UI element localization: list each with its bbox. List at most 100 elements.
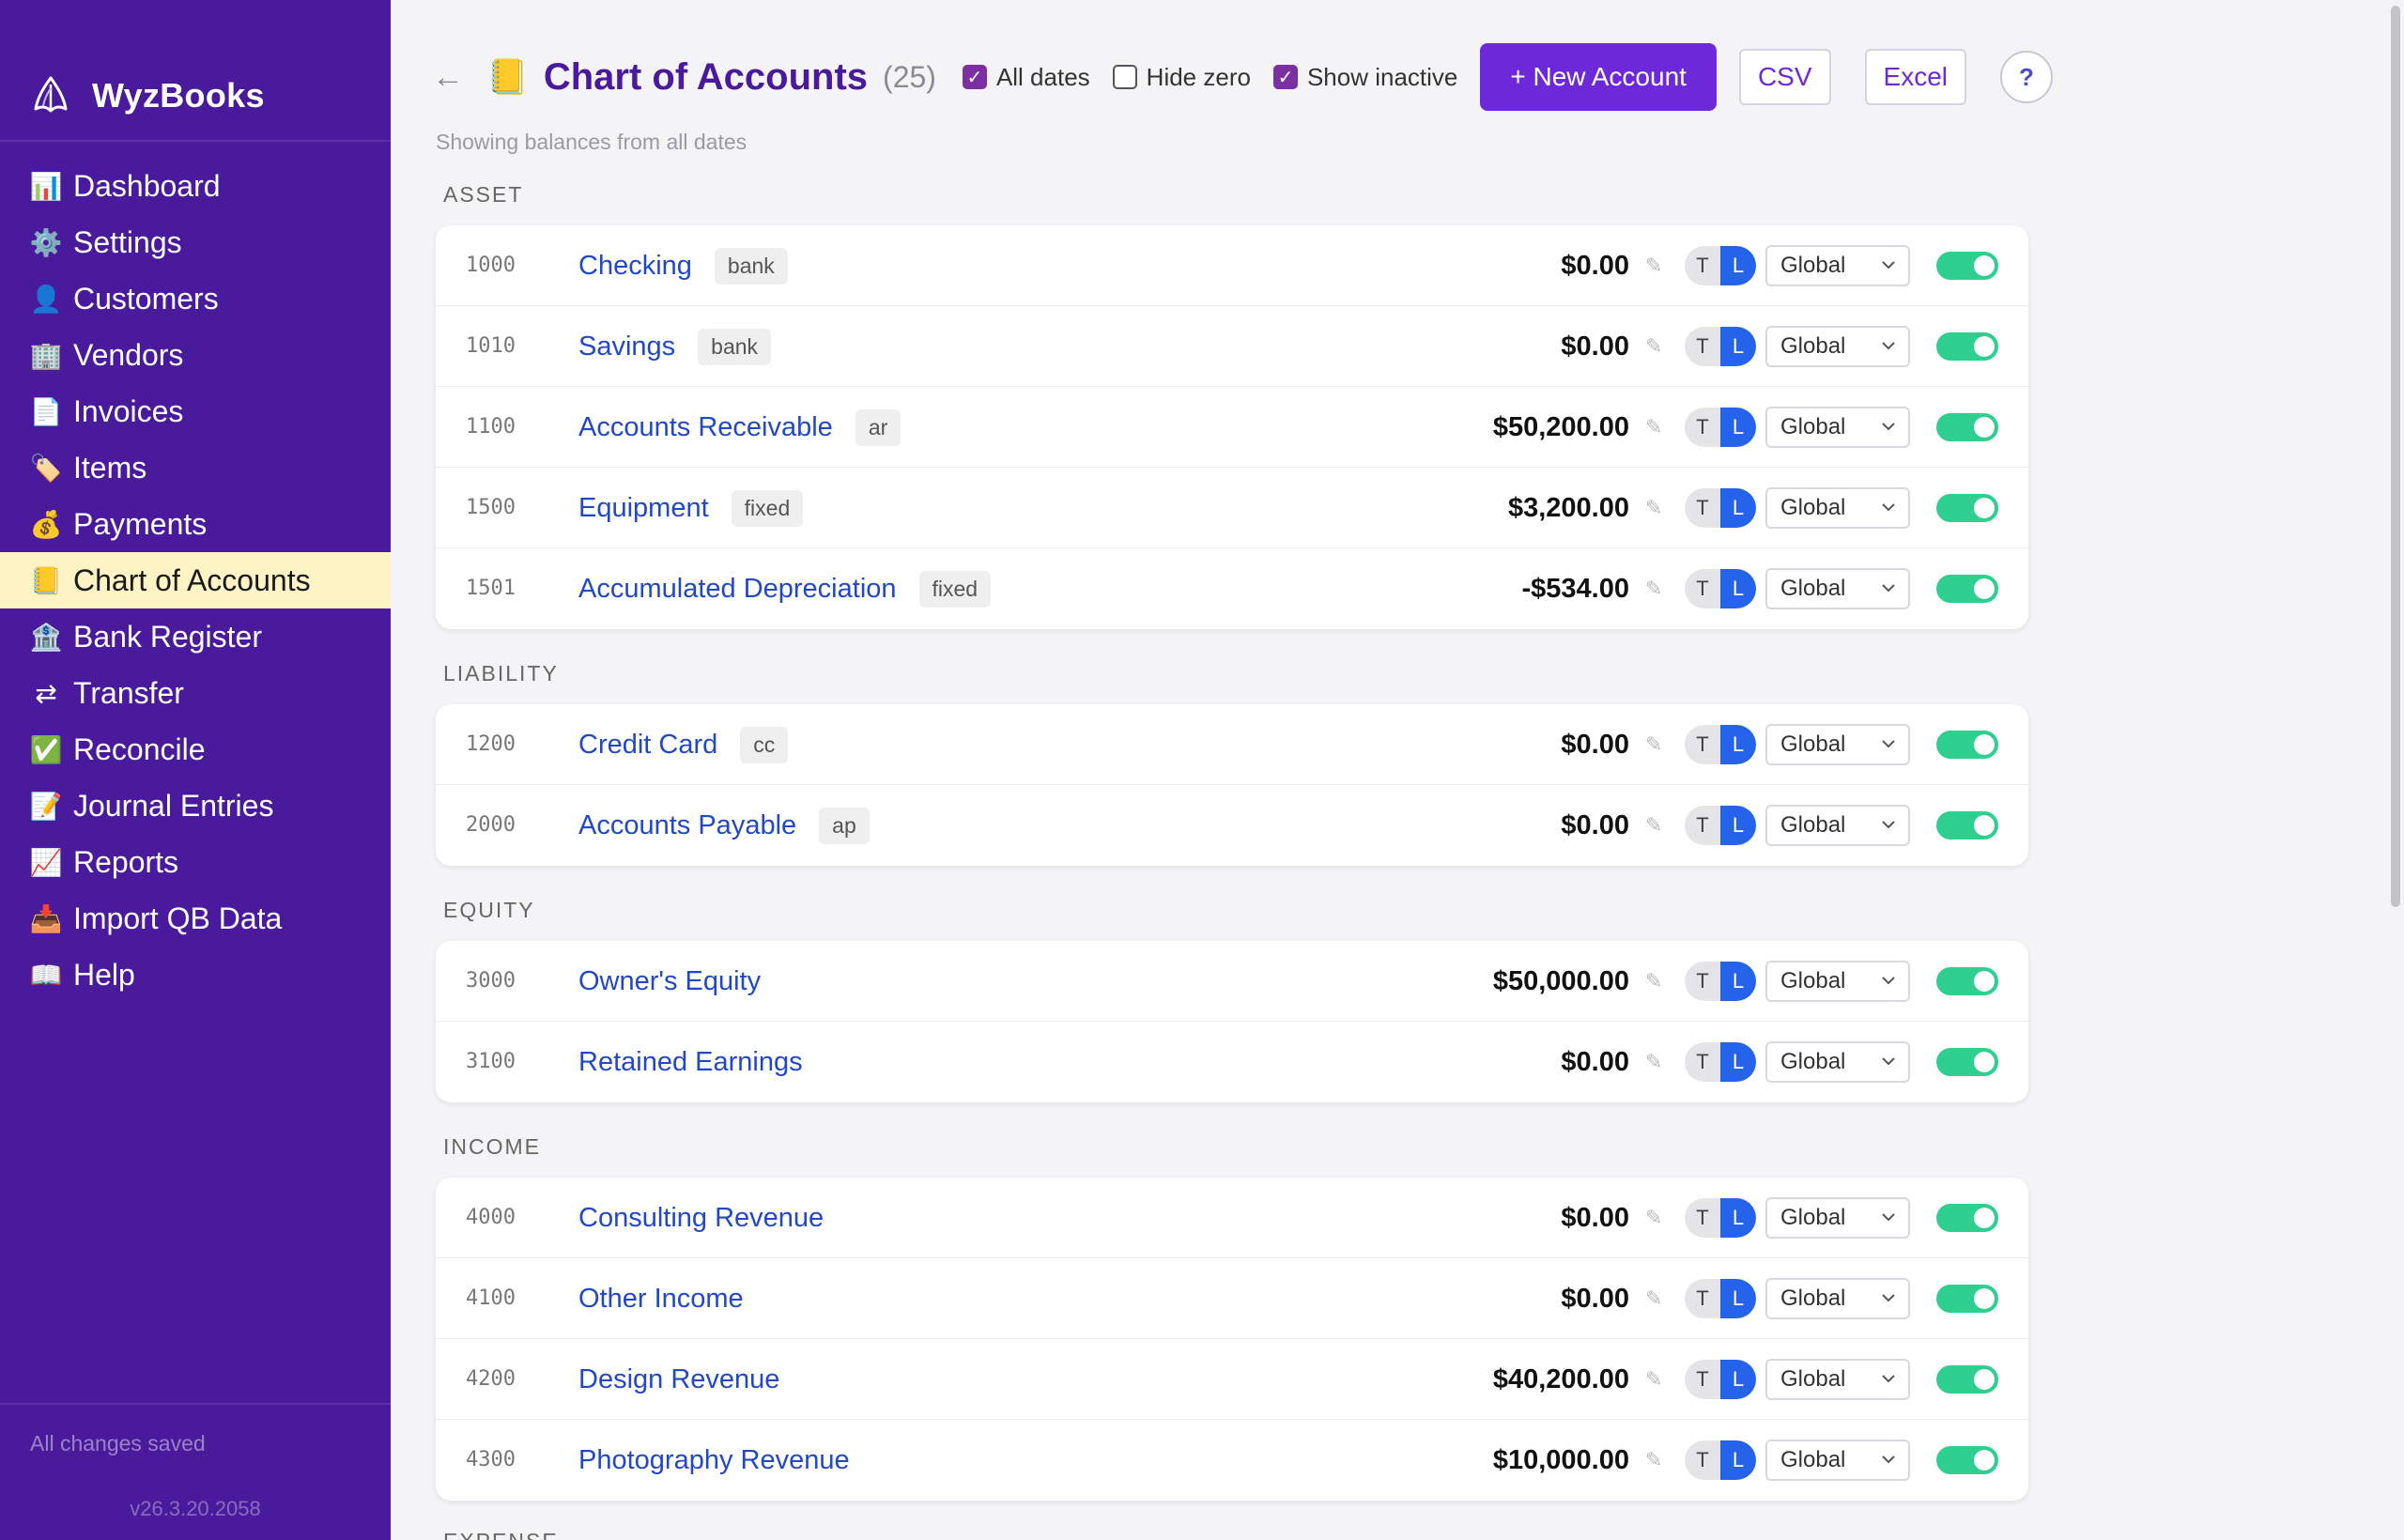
- sidebar-item-vendors[interactable]: 🏢 Vendors: [0, 327, 391, 383]
- sidebar-item-settings[interactable]: ⚙️ Settings: [0, 214, 391, 270]
- scope-select[interactable]: Global: [1765, 1278, 1910, 1319]
- csv-export-button[interactable]: CSV: [1738, 49, 1831, 105]
- t-button[interactable]: T: [1685, 488, 1720, 528]
- account-name-link[interactable]: Other Income: [578, 1283, 744, 1314]
- account-name-link[interactable]: Equipment: [578, 492, 709, 523]
- l-button[interactable]: L: [1720, 569, 1756, 608]
- account-name-link[interactable]: Consulting Revenue: [578, 1202, 824, 1233]
- sidebar-item-items[interactable]: 🏷️ Items: [0, 439, 391, 496]
- l-button[interactable]: L: [1720, 246, 1756, 285]
- scope-select[interactable]: Global: [1765, 961, 1910, 1002]
- back-arrow-icon[interactable]: ←: [432, 58, 464, 95]
- l-button[interactable]: L: [1720, 1042, 1756, 1082]
- account-name-link[interactable]: Accounts Receivable: [578, 411, 833, 442]
- scrollbar-thumb[interactable]: [2391, 6, 2400, 907]
- edit-pencil-icon[interactable]: ✎: [1645, 1367, 1663, 1391]
- sidebar-item-reports[interactable]: 📈 Reports: [0, 834, 391, 890]
- scope-select[interactable]: Global: [1765, 1197, 1910, 1239]
- t-button[interactable]: T: [1685, 962, 1720, 1001]
- t-button[interactable]: T: [1685, 246, 1720, 285]
- scope-select[interactable]: Global: [1765, 805, 1910, 846]
- edit-pencil-icon[interactable]: ✎: [1645, 334, 1663, 358]
- excel-export-button[interactable]: Excel: [1864, 49, 1966, 105]
- active-toggle[interactable]: [1936, 1204, 1998, 1232]
- edit-pencil-icon[interactable]: ✎: [1645, 1448, 1663, 1471]
- active-toggle[interactable]: [1936, 1446, 1998, 1474]
- hide-zero-checkbox-box[interactable]: [1112, 65, 1137, 89]
- active-toggle[interactable]: [1936, 494, 1998, 522]
- all-dates-checkbox[interactable]: ✓ All dates: [962, 63, 1090, 92]
- all-dates-checkbox-box[interactable]: ✓: [962, 65, 987, 89]
- edit-pencil-icon[interactable]: ✎: [1645, 813, 1663, 837]
- account-name-link[interactable]: Photography Revenue: [578, 1444, 850, 1475]
- t-button[interactable]: T: [1685, 569, 1720, 608]
- account-name-link[interactable]: Accounts Payable: [578, 809, 797, 840]
- l-button[interactable]: L: [1720, 1440, 1756, 1480]
- t-button[interactable]: T: [1685, 1279, 1720, 1318]
- scope-select[interactable]: Global: [1765, 326, 1910, 367]
- l-button[interactable]: L: [1720, 327, 1756, 366]
- edit-pencil-icon[interactable]: ✎: [1645, 1050, 1663, 1073]
- account-name-link[interactable]: Design Revenue: [578, 1363, 780, 1394]
- sidebar-item-invoices[interactable]: 📄 Invoices: [0, 383, 391, 439]
- sidebar-item-chart-of-accounts[interactable]: 📒 Chart of Accounts: [0, 552, 391, 608]
- sidebar-item-bank-register[interactable]: 🏦 Bank Register: [0, 608, 391, 665]
- sidebar-item-customers[interactable]: 👤 Customers: [0, 270, 391, 327]
- hide-zero-checkbox[interactable]: Hide zero: [1112, 63, 1251, 92]
- sidebar-item-payments[interactable]: 💰 Payments: [0, 496, 391, 552]
- l-button[interactable]: L: [1720, 408, 1756, 447]
- t-button[interactable]: T: [1685, 725, 1720, 764]
- sidebar-item-reconcile[interactable]: ✅ Reconcile: [0, 721, 391, 778]
- help-button[interactable]: ?: [1999, 51, 2053, 103]
- sidebar-item-import-qb-data[interactable]: 📥 Import QB Data: [0, 890, 391, 947]
- l-button[interactable]: L: [1720, 806, 1756, 845]
- t-button[interactable]: T: [1685, 1198, 1720, 1238]
- sidebar-item-transfer[interactable]: ⇄ Transfer: [0, 665, 391, 721]
- edit-pencil-icon[interactable]: ✎: [1645, 577, 1663, 600]
- active-toggle[interactable]: [1936, 1048, 1998, 1076]
- l-button[interactable]: L: [1720, 488, 1756, 528]
- active-toggle[interactable]: [1936, 967, 1998, 995]
- account-name-link[interactable]: Owner's Equity: [578, 965, 762, 996]
- edit-pencil-icon[interactable]: ✎: [1645, 1206, 1663, 1229]
- l-button[interactable]: L: [1720, 962, 1756, 1001]
- scrollbar[interactable]: [2387, 0, 2404, 1540]
- t-button[interactable]: T: [1685, 408, 1720, 447]
- t-button[interactable]: T: [1685, 1440, 1720, 1480]
- t-button[interactable]: T: [1685, 327, 1720, 366]
- t-button[interactable]: T: [1685, 806, 1720, 845]
- scope-select[interactable]: Global: [1765, 568, 1910, 609]
- t-button[interactable]: T: [1685, 1360, 1720, 1399]
- active-toggle[interactable]: [1936, 413, 1998, 441]
- show-inactive-checkbox-box[interactable]: ✓: [1272, 65, 1298, 89]
- edit-pencil-icon[interactable]: ✎: [1645, 254, 1663, 277]
- edit-pencil-icon[interactable]: ✎: [1645, 1286, 1663, 1310]
- brand[interactable]: WyzBooks: [30, 73, 265, 118]
- active-toggle[interactable]: [1936, 1285, 1998, 1313]
- l-button[interactable]: L: [1720, 725, 1756, 764]
- t-button[interactable]: T: [1685, 1042, 1720, 1082]
- new-account-button[interactable]: + New Account: [1480, 43, 1717, 111]
- edit-pencil-icon[interactable]: ✎: [1645, 415, 1663, 439]
- account-name-link[interactable]: Accumulated Depreciation: [578, 573, 897, 604]
- l-button[interactable]: L: [1720, 1198, 1756, 1238]
- scope-select[interactable]: Global: [1765, 1041, 1910, 1083]
- account-name-link[interactable]: Credit Card: [578, 729, 718, 760]
- scope-select[interactable]: Global: [1765, 407, 1910, 448]
- scope-select[interactable]: Global: [1765, 1440, 1910, 1481]
- active-toggle[interactable]: [1936, 332, 1998, 361]
- edit-pencil-icon[interactable]: ✎: [1645, 969, 1663, 993]
- scope-select[interactable]: Global: [1765, 1359, 1910, 1400]
- active-toggle[interactable]: [1936, 1365, 1998, 1394]
- account-name-link[interactable]: Savings: [578, 331, 676, 362]
- l-button[interactable]: L: [1720, 1360, 1756, 1399]
- show-inactive-checkbox[interactable]: ✓ Show inactive: [1272, 63, 1457, 92]
- l-button[interactable]: L: [1720, 1279, 1756, 1318]
- sidebar-item-help[interactable]: 📖 Help: [0, 947, 391, 1003]
- account-name-link[interactable]: Retained Earnings: [578, 1046, 803, 1077]
- sidebar-item-dashboard[interactable]: 📊 Dashboard: [0, 158, 391, 214]
- scope-select[interactable]: Global: [1765, 245, 1910, 286]
- edit-pencil-icon[interactable]: ✎: [1645, 732, 1663, 756]
- sidebar-item-journal-entries[interactable]: 📝 Journal Entries: [0, 778, 391, 834]
- scope-select[interactable]: Global: [1765, 724, 1910, 765]
